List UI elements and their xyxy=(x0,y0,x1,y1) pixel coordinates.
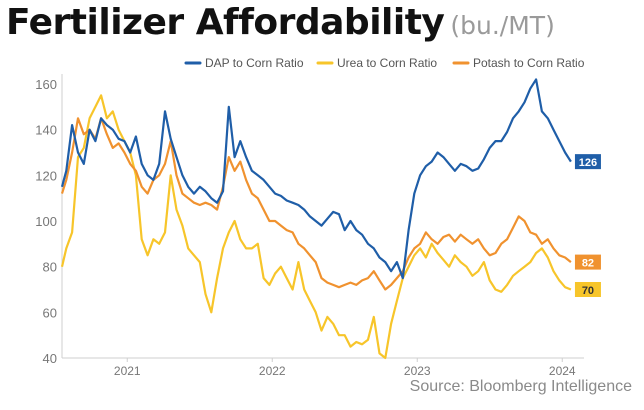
end-label-box-potash xyxy=(574,254,601,270)
series-line-potash xyxy=(60,117,572,291)
source-note: Source: Bloomberg Intelligence xyxy=(409,378,632,395)
x-tick-label: 2021 xyxy=(114,364,141,378)
y-tick-label: 100 xyxy=(35,214,57,229)
y-tick-label: 60 xyxy=(43,305,57,320)
chart-title-unit: (bu./MT) xyxy=(450,11,555,40)
end-label-dap: 126 xyxy=(579,157,597,169)
x-tick-label: 2024 xyxy=(549,364,576,378)
y-tick-label: 160 xyxy=(35,77,57,92)
legend-label-urea: Urea to Corn Ratio xyxy=(337,56,437,70)
legend-label-dap: DAP to Corn Ratio xyxy=(205,56,304,70)
chart-title: Fertilizer Affordability xyxy=(6,2,445,43)
end-label-box-dap xyxy=(574,154,601,170)
legend-label-potash: Potash to Corn Ratio xyxy=(473,56,585,70)
y-tick-label: 140 xyxy=(35,123,57,138)
y-tick-label: 120 xyxy=(35,168,57,183)
series-line-urea xyxy=(60,94,572,360)
end-label-urea: 70 xyxy=(582,285,594,297)
end-label-box-urea xyxy=(574,282,601,297)
series-line-dap xyxy=(60,78,572,280)
end-label-potash: 82 xyxy=(582,258,594,270)
y-tick-label: 80 xyxy=(43,260,57,275)
x-tick-label: 2022 xyxy=(259,364,286,378)
x-tick-label: 2023 xyxy=(404,364,431,378)
chart-title-block: Fertilizer Affordability (bu./MT) xyxy=(6,2,555,50)
y-tick-label: 40 xyxy=(43,351,57,366)
